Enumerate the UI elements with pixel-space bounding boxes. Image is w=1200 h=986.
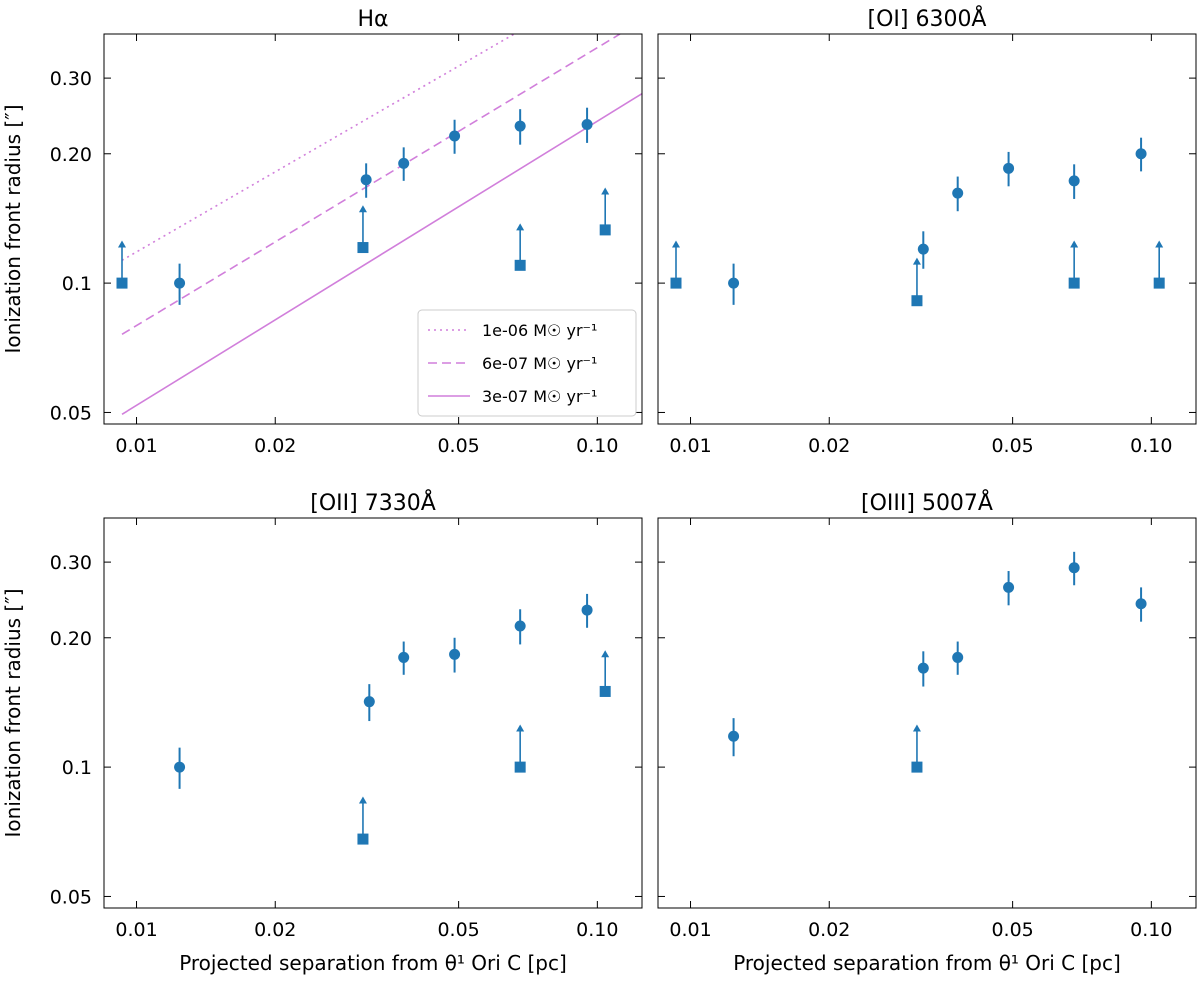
y-tick-label: 0.05 xyxy=(50,886,92,908)
data-point xyxy=(398,651,410,663)
data-point xyxy=(917,662,929,674)
limit-point xyxy=(911,761,923,773)
y-tick-label: 0.20 xyxy=(50,144,92,166)
data-point xyxy=(952,187,964,199)
limit-arrow-head xyxy=(912,724,921,732)
data-point xyxy=(1135,148,1147,160)
data-point xyxy=(174,277,186,289)
data-point xyxy=(363,696,375,708)
y-tick-label: 0.1 xyxy=(62,757,92,779)
model-line-solid xyxy=(121,92,642,416)
x-tick-label: 0.01 xyxy=(115,919,157,941)
x-tick-label: 0.05 xyxy=(991,435,1033,457)
panel-title: [OIII] 5007Å xyxy=(861,489,993,516)
data-point xyxy=(952,651,964,663)
x-tick-label: 0.10 xyxy=(1130,435,1172,457)
panel-3: [OII] 7330Å 0.01 0.02 0.05 0.10 0.05 0.1 0.20 0.… xyxy=(1,489,643,975)
data-point xyxy=(360,174,372,186)
limit-arrow-head xyxy=(118,240,127,248)
limit-point xyxy=(514,259,526,271)
x-tick-label: 0.02 xyxy=(808,435,850,457)
limit-point xyxy=(599,224,611,236)
legend-box xyxy=(417,309,637,417)
legend-label: 6e-07 M☉ yr⁻¹ xyxy=(482,354,597,373)
limit-point xyxy=(1153,277,1165,289)
y-tick-label: 0.1 xyxy=(62,273,92,295)
limit-point xyxy=(911,295,923,307)
x-tick-label: 0.02 xyxy=(808,919,850,941)
limit-point xyxy=(1068,277,1080,289)
plot-frame xyxy=(657,33,1197,425)
data-point xyxy=(1003,162,1015,174)
data-point xyxy=(449,648,461,660)
y-tick-label: 0.30 xyxy=(50,552,92,574)
panel-1: Hα 0.01 0.02 0.05 0.10 0.05 0.1 0.20 0.30 Ionizat… xyxy=(1,7,643,457)
x-tick-label: 0.01 xyxy=(669,435,711,457)
limit-arrow-head xyxy=(601,650,610,658)
x-tick-label: 0.01 xyxy=(669,919,711,941)
plot-frame xyxy=(103,33,643,425)
limit-arrow-head xyxy=(672,240,681,248)
x-tick-label: 0.10 xyxy=(576,919,618,941)
limit-point xyxy=(514,761,526,773)
limit-arrow-head xyxy=(1155,240,1164,248)
data-point xyxy=(1135,598,1147,610)
x-tick-label: 0.01 xyxy=(115,435,157,457)
data-point xyxy=(174,761,186,773)
limit-point xyxy=(357,833,369,845)
limit-arrow-head xyxy=(1070,240,1079,248)
limit-arrow-head xyxy=(358,205,367,213)
data-point xyxy=(398,157,410,169)
panel-title: Hα xyxy=(357,7,388,32)
x-tick-label: 0.10 xyxy=(1130,919,1172,941)
x-tick-label: 0.05 xyxy=(437,919,479,941)
data-point xyxy=(728,730,740,742)
y-tick-label: 0.05 xyxy=(50,402,92,424)
limit-point xyxy=(116,277,128,289)
legend-label: 3e-07 M☉ yr⁻¹ xyxy=(482,387,597,406)
x-tick-label: 0.05 xyxy=(991,919,1033,941)
data-point xyxy=(728,277,740,289)
data-point xyxy=(917,243,929,255)
x-tick-label: 0.02 xyxy=(254,435,296,457)
panel-title: [OII] 7330Å xyxy=(310,489,436,516)
model-line-dashed xyxy=(121,34,621,336)
limit-arrow-head xyxy=(516,223,525,231)
plot-frame xyxy=(657,517,1197,909)
data-point xyxy=(581,604,593,616)
limit-point xyxy=(670,277,682,289)
limit-point xyxy=(599,685,611,697)
data-point xyxy=(449,130,461,142)
data-point xyxy=(1068,175,1080,187)
limit-arrow-head xyxy=(912,257,921,265)
y-axis-label: Ionization front radius [″] xyxy=(1,105,25,354)
x-tick-label: 0.10 xyxy=(576,435,618,457)
plot-frame xyxy=(103,517,643,909)
panel-2: [OI] 6300Å 0.01 0.02 0.05 0.10 xyxy=(657,5,1197,457)
limit-arrow-head xyxy=(358,796,367,804)
panel-title: [OI] 6300Å xyxy=(867,5,986,32)
limit-arrow-head xyxy=(516,724,525,732)
legend-label: 1e-06 M☉ yr⁻¹ xyxy=(482,321,597,340)
x-tick-label: 0.02 xyxy=(254,919,296,941)
x-axis-label: Projected separation from θ¹ Ori C [pc] xyxy=(179,951,567,975)
data-point xyxy=(1068,562,1080,574)
y-tick-label: 0.20 xyxy=(50,628,92,650)
panel-4: [OIII] 5007Å 0.01 0.02 0.05 0.10 Projected se… xyxy=(657,489,1197,975)
data-point xyxy=(1003,581,1015,593)
data-point xyxy=(514,120,526,132)
x-axis-label: Projected separation from θ¹ Ori C [pc] xyxy=(733,951,1121,975)
limit-arrow-head xyxy=(601,187,610,195)
data-point xyxy=(514,620,526,632)
y-axis-label: Ionization front radius [″] xyxy=(1,589,25,838)
y-tick-label: 0.30 xyxy=(50,68,92,90)
limit-point xyxy=(357,242,369,254)
x-tick-label: 0.05 xyxy=(437,435,479,457)
data-point xyxy=(581,118,593,130)
